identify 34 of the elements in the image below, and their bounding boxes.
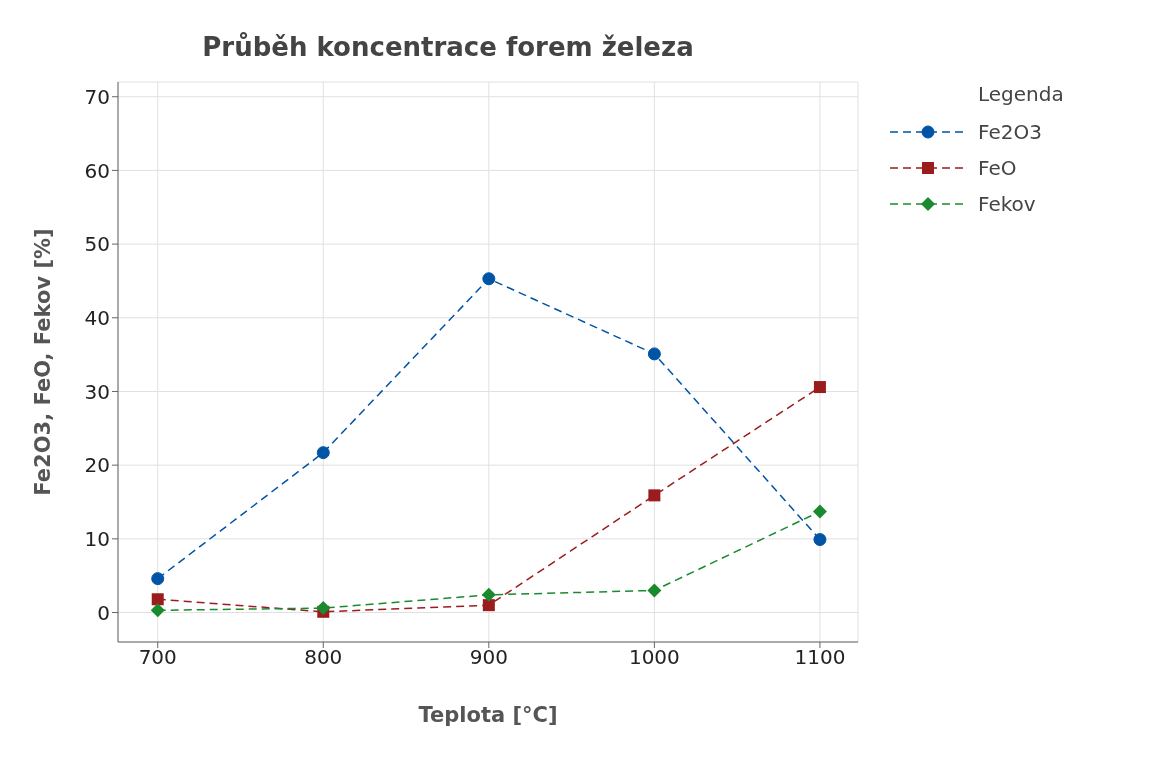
x-tick-label: 1100 <box>794 645 846 670</box>
y-tick-label: 0 <box>97 600 110 625</box>
x-tick-label: 900 <box>469 645 508 670</box>
point <box>316 601 331 616</box>
legend-label: FeO <box>978 156 1017 180</box>
point <box>648 489 661 502</box>
x-axis-title: Teplota [°C] <box>418 703 558 727</box>
y-tick-label: 40 <box>84 305 110 330</box>
x-tick-label: 700 <box>138 645 177 670</box>
point <box>812 504 827 519</box>
point <box>151 572 165 586</box>
y-tick-label: 20 <box>84 453 110 478</box>
y-tick-label: 10 <box>84 526 110 551</box>
point <box>647 583 662 598</box>
y-tick-label: 70 <box>84 84 110 109</box>
point <box>482 599 495 612</box>
point <box>813 381 826 394</box>
point <box>647 347 661 361</box>
y-tick-label: 50 <box>84 232 110 257</box>
legend-label: Fe2O3 <box>978 120 1042 144</box>
point <box>150 603 165 618</box>
legend-title: Legenda <box>978 82 1065 106</box>
point <box>481 587 496 602</box>
point <box>151 593 164 606</box>
point <box>813 533 827 547</box>
point <box>316 446 330 460</box>
x-tick-label: 1000 <box>628 645 680 670</box>
legend-label: Fekov <box>978 192 1036 216</box>
chart-title: Průběh koncentrace forem železa <box>201 31 695 62</box>
y-tick-label: 60 <box>84 158 110 183</box>
y-tick-label: 30 <box>84 379 110 404</box>
x-tick-label: 800 <box>304 645 343 670</box>
y-axis-title: Fe2O3, FeO, Fekov [%] <box>31 228 56 496</box>
point <box>482 272 496 286</box>
